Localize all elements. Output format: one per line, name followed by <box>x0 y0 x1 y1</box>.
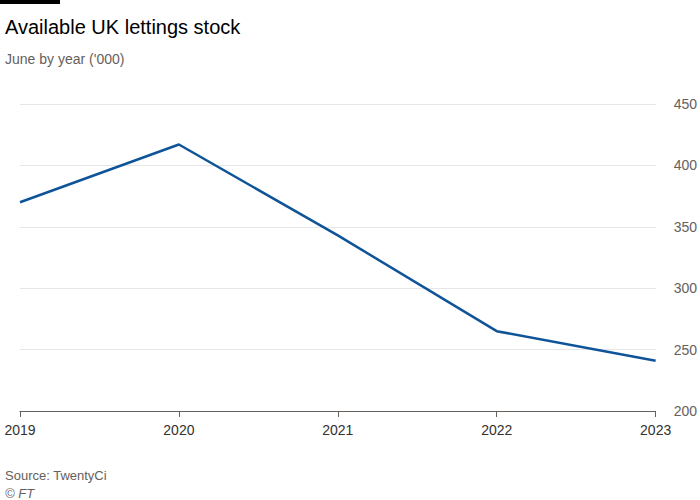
svg-text:400: 400 <box>674 157 698 173</box>
svg-text:Available UK lettings stock: Available UK lettings stock <box>5 16 241 38</box>
svg-text:2021: 2021 <box>322 422 353 438</box>
svg-text:Source: TwentyCi: Source: TwentyCi <box>5 468 107 483</box>
svg-text:350: 350 <box>674 219 698 235</box>
svg-text:June by year ('000): June by year ('000) <box>5 51 124 67</box>
svg-text:2023: 2023 <box>640 422 671 438</box>
svg-text:2019: 2019 <box>4 422 35 438</box>
svg-text:450: 450 <box>674 96 698 112</box>
svg-text:250: 250 <box>674 342 698 358</box>
svg-text:2022: 2022 <box>481 422 512 438</box>
svg-text:© FT: © FT <box>5 486 35 500</box>
svg-text:200: 200 <box>674 403 698 419</box>
svg-text:2020: 2020 <box>163 422 194 438</box>
svg-text:300: 300 <box>674 280 698 296</box>
